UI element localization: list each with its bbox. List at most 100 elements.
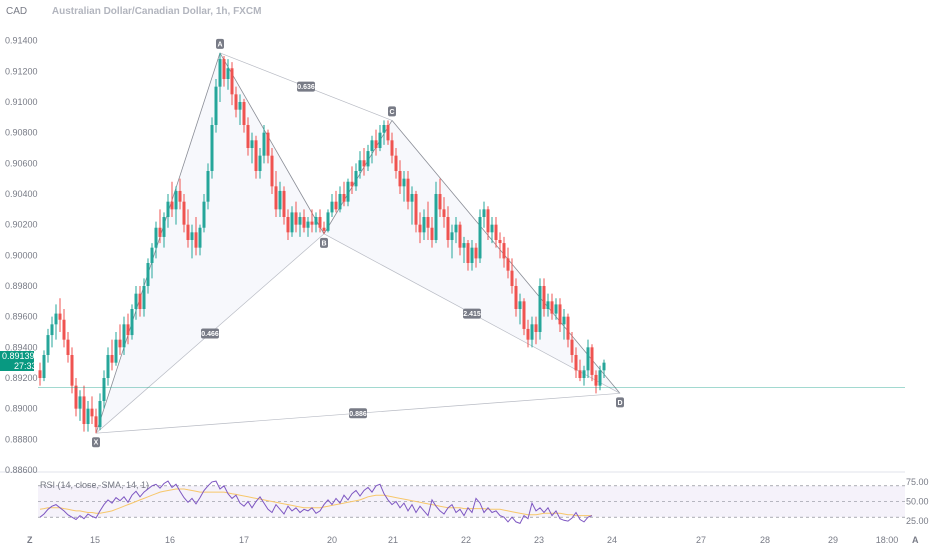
candle-body[interactable] — [342, 194, 346, 202]
candle[interactable] — [126, 313, 130, 345]
candles[interactable] — [38, 52, 606, 434]
candle[interactable] — [174, 186, 178, 225]
candle-body[interactable] — [598, 370, 602, 386]
candle[interactable] — [334, 190, 338, 213]
candle-body[interactable] — [218, 59, 222, 87]
candle-body[interactable] — [282, 190, 286, 217]
candle[interactable] — [222, 56, 226, 87]
candle-body[interactable] — [134, 293, 138, 309]
candle[interactable] — [102, 370, 106, 409]
candle[interactable] — [338, 186, 342, 213]
auto-scale-button[interactable]: A — [912, 535, 919, 545]
zoom-button[interactable]: Z — [27, 535, 33, 545]
candle-body[interactable] — [182, 201, 186, 225]
candle-body[interactable] — [382, 125, 386, 133]
candle[interactable] — [78, 390, 82, 421]
candle[interactable] — [374, 129, 378, 156]
candle[interactable] — [58, 298, 62, 332]
candle[interactable] — [234, 86, 238, 118]
candle[interactable] — [74, 378, 78, 417]
candle[interactable] — [390, 132, 394, 164]
candle-body[interactable] — [498, 240, 502, 244]
candle[interactable] — [38, 362, 42, 386]
candle-body[interactable] — [442, 209, 446, 217]
candle[interactable] — [382, 120, 386, 145]
candle-body[interactable] — [366, 151, 370, 167]
candle[interactable] — [130, 304, 134, 340]
candle-body[interactable] — [450, 232, 454, 240]
candle[interactable] — [46, 328, 50, 363]
candle-body[interactable] — [138, 293, 142, 309]
candle-body[interactable] — [406, 178, 410, 202]
candle[interactable] — [278, 181, 282, 217]
candle[interactable] — [354, 163, 358, 191]
candle[interactable] — [186, 209, 190, 248]
candle-body[interactable] — [258, 155, 262, 171]
candle[interactable] — [458, 221, 462, 256]
candle-body[interactable] — [458, 224, 462, 248]
candle-body[interactable] — [254, 140, 258, 171]
candle[interactable] — [202, 194, 206, 233]
candle-body[interactable] — [546, 301, 550, 309]
candle-body[interactable] — [362, 160, 366, 167]
candle-body[interactable] — [482, 209, 486, 217]
candle[interactable] — [274, 171, 278, 217]
candle-body[interactable] — [222, 59, 226, 79]
candle[interactable] — [534, 316, 538, 345]
candle-body[interactable] — [94, 416, 98, 428]
candle[interactable] — [422, 209, 426, 240]
candle[interactable] — [498, 232, 502, 259]
candle-body[interactable] — [46, 335, 50, 355]
candle-body[interactable] — [554, 304, 558, 314]
candle[interactable] — [210, 117, 214, 179]
candle-body[interactable] — [534, 324, 538, 332]
candle-body[interactable] — [242, 102, 246, 125]
candle[interactable] — [398, 160, 402, 194]
candle[interactable] — [70, 347, 74, 394]
candle-body[interactable] — [318, 217, 322, 228]
candle[interactable] — [82, 385, 86, 432]
candle-body[interactable] — [78, 396, 82, 409]
candle-body[interactable] — [466, 243, 470, 263]
candle-body[interactable] — [246, 125, 250, 148]
candle-body[interactable] — [210, 125, 214, 171]
candle[interactable] — [386, 120, 390, 145]
candle-body[interactable] — [346, 181, 350, 202]
candle[interactable] — [306, 217, 310, 237]
candle-body[interactable] — [306, 221, 310, 228]
candle-body[interactable] — [58, 313, 62, 320]
candle-body[interactable] — [574, 355, 578, 371]
candle[interactable] — [94, 408, 98, 434]
candle-body[interactable] — [226, 68, 230, 79]
candle[interactable] — [550, 293, 554, 320]
candle-body[interactable] — [358, 160, 362, 171]
candle-body[interactable] — [350, 181, 354, 187]
candle[interactable] — [298, 212, 302, 237]
candle[interactable] — [214, 79, 218, 133]
candle-body[interactable] — [82, 396, 86, 424]
candle-body[interactable] — [474, 247, 478, 259]
candle[interactable] — [582, 365, 586, 386]
candle-body[interactable] — [214, 86, 218, 125]
candle[interactable] — [318, 209, 322, 233]
candle[interactable] — [522, 298, 526, 336]
candle[interactable] — [178, 178, 182, 210]
candle-body[interactable] — [142, 286, 146, 309]
candle-body[interactable] — [438, 194, 442, 210]
candle-body[interactable] — [174, 190, 178, 210]
candle-body[interactable] — [430, 227, 434, 240]
candle-body[interactable] — [178, 190, 182, 202]
candle[interactable] — [98, 393, 102, 431]
candle[interactable] — [198, 224, 202, 256]
candle-body[interactable] — [274, 186, 278, 210]
candle-body[interactable] — [330, 201, 334, 213]
candle[interactable] — [190, 224, 194, 259]
candle[interactable] — [350, 166, 354, 194]
candle-body[interactable] — [298, 217, 302, 225]
candle[interactable] — [414, 190, 418, 233]
candle[interactable] — [494, 217, 498, 248]
candle-body[interactable] — [250, 140, 254, 148]
candle-body[interactable] — [50, 324, 54, 336]
candle[interactable] — [246, 117, 250, 156]
